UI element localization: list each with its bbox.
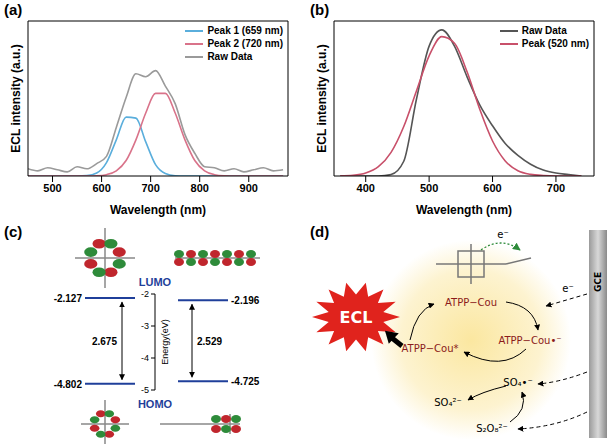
svg-text:-2: -2: [141, 289, 149, 299]
html-text:Raw Data: Raw Data: [207, 51, 253, 62]
svg-text:ECL intensity (a.u.): ECL intensity (a.u.): [315, 44, 329, 152]
svg-text:400: 400: [357, 182, 375, 194]
svg-text:ECL: ECL: [340, 308, 373, 327]
svg-text:700: 700: [547, 182, 565, 194]
svg-text:ECL intensity (a.u.): ECL intensity (a.u.): [9, 44, 23, 152]
svg-text:LUMO: LUMO: [139, 276, 172, 288]
svg-text:HOMO: HOMO: [138, 398, 173, 410]
svg-text:SO₄²⁻: SO₄²⁻: [434, 397, 462, 408]
svg-text:500: 500: [43, 182, 61, 194]
svg-text:-2.127: -2.127: [54, 293, 83, 304]
svg-text:2.675: 2.675: [92, 336, 117, 347]
svg-text:-4.802: -4.802: [54, 379, 83, 390]
svg-text:Wavelength (nm): Wavelength (nm): [416, 203, 512, 217]
html-text:(d): (d): [310, 223, 330, 240]
svg-text:GCE: GCE: [593, 272, 603, 292]
svg-text:ATPP−Cou: ATPP−Cou: [445, 297, 497, 308]
html-text:(a): (a): [4, 1, 23, 18]
svg-text:S₂O₈²⁻: S₂O₈²⁻: [476, 423, 508, 434]
html-text:(b): (b): [310, 1, 330, 18]
svg-text:500: 500: [420, 182, 438, 194]
html-text:Peak 1 (659 nm): Peak 1 (659 nm): [207, 25, 283, 36]
html-text:Raw Data: Raw Data: [521, 25, 567, 36]
svg-text:SO₄•⁻: SO₄•⁻: [503, 377, 532, 388]
html-text:Peak (520 nm): Peak (520 nm): [521, 38, 589, 49]
svg-text:-3: -3: [141, 321, 149, 331]
svg-text:-2.196: -2.196: [231, 295, 260, 306]
svg-text:-4: -4: [141, 353, 149, 363]
svg-text:-5: -5: [141, 385, 149, 395]
html-text:Peak 2 (720 nm): Peak 2 (720 nm): [207, 38, 283, 49]
svg-text:Wavelength (nm): Wavelength (nm): [110, 203, 206, 217]
svg-text:e⁻: e⁻: [562, 283, 573, 294]
svg-text:600: 600: [483, 182, 501, 194]
svg-text:800: 800: [191, 182, 209, 194]
svg-text:-4.725: -4.725: [231, 376, 260, 387]
svg-text:ATPP−Cou•⁻: ATPP−Cou•⁻: [498, 335, 561, 346]
svg-text:700: 700: [141, 182, 159, 194]
svg-text:e⁻: e⁻: [497, 229, 508, 240]
svg-text:2.529: 2.529: [197, 336, 222, 347]
svg-text:600: 600: [92, 182, 110, 194]
svg-text:Energy(eV): Energy(eV): [160, 319, 170, 365]
html-text:(c): (c): [4, 223, 23, 240]
svg-text:ATPP−Cou*: ATPP−Cou*: [401, 343, 458, 354]
svg-text:900: 900: [240, 182, 258, 194]
